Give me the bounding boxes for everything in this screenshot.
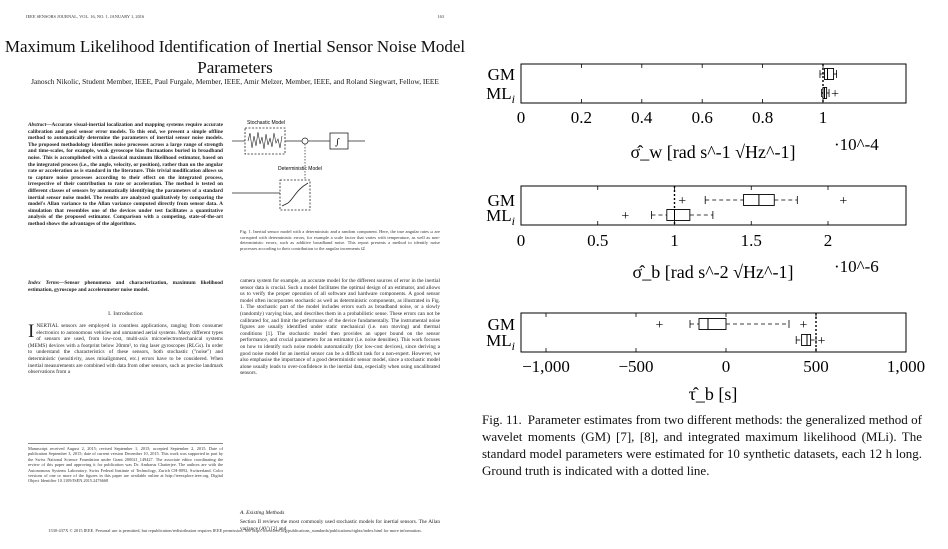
fig11-caption-text: Parameter estimates from two different m… bbox=[482, 412, 922, 478]
abstract-text: —Accurate visual-inertial localization a… bbox=[28, 122, 223, 227]
fig11-caption: Fig. 11. Parameter estimates from two dif… bbox=[482, 411, 922, 479]
x-tick-label: 0 bbox=[722, 357, 731, 376]
fig1-caption: Fig. 1. Inertial sensor model with a det… bbox=[240, 229, 440, 251]
running-head-text: IEEE SENSORS JOURNAL, VOL. 16, NO. 1, JA… bbox=[26, 14, 145, 19]
x-tick-label: 500 bbox=[803, 357, 829, 376]
x-tick-label: 1,000 bbox=[887, 357, 925, 376]
copyright-note: 1530-437X © 2015 IEEE. Personal use is p… bbox=[48, 528, 422, 533]
plot-frame-1 bbox=[520, 185, 907, 226]
fig1-stochastic-label: Stochastic Model bbox=[247, 120, 285, 126]
outlier-marker: + bbox=[831, 87, 839, 102]
x-tick-label: 0.4 bbox=[631, 108, 653, 127]
running-head: IEEE SENSORS JOURNAL, VOL. 16, NO. 1, JA… bbox=[26, 14, 470, 24]
deterministic-model-box bbox=[279, 179, 311, 211]
x-tick-label: 2 bbox=[824, 231, 833, 250]
abstract-label: Abstract bbox=[28, 122, 47, 128]
section-heading: I. Introduction bbox=[108, 311, 143, 317]
axis-exponent: ·10^-6 bbox=[834, 257, 879, 276]
paper-authors: Janosch Nikolic, Student Member, IEEE, P… bbox=[31, 77, 439, 86]
intro-text: NERTIAL sensors are employed in countles… bbox=[28, 323, 223, 376]
x-tick-label: 1.5 bbox=[741, 231, 762, 250]
outlier-marker: + bbox=[799, 318, 807, 333]
plot-frame-2 bbox=[520, 312, 907, 353]
footnote: Manuscript received August 2, 2015; revi… bbox=[28, 443, 223, 484]
right-column-text: camera system for example, an accurate m… bbox=[240, 278, 440, 377]
fig11-caption-label: Fig. 11. bbox=[482, 412, 522, 427]
outlier-marker: + bbox=[839, 194, 847, 209]
box-ML_i bbox=[666, 209, 691, 221]
subsection-heading: A. Existing Methods bbox=[240, 510, 285, 516]
paper-page: IEEE SENSORS JOURNAL, VOL. 16, NO. 1, JA… bbox=[0, 0, 470, 549]
intro-paragraph: I NERTIAL sensors are employed in countle… bbox=[28, 321, 223, 376]
category-label: MLi bbox=[486, 84, 515, 106]
category-label: MLi bbox=[486, 331, 515, 353]
fig1-diagram: Stochastic Model ∫ Deterministic Model bbox=[232, 120, 365, 211]
x-axis-label: σ̂_w [rad s^-1 √Hz^-1] bbox=[631, 142, 796, 162]
x-tick-label: −500 bbox=[618, 357, 653, 376]
category-label: MLi bbox=[486, 206, 515, 228]
category-label: GM bbox=[488, 315, 515, 334]
right-column-text-2: Section II reviews the most commonly use… bbox=[240, 519, 440, 532]
x-tick-label: 0 bbox=[517, 108, 526, 127]
outlier-marker: + bbox=[817, 334, 825, 349]
integral-symbol: ∫ bbox=[335, 138, 340, 148]
box-GM bbox=[824, 68, 835, 80]
page-number: 163 bbox=[437, 14, 444, 19]
axis-exponent: ·10^-4 bbox=[834, 135, 879, 154]
abstract: Abstract—Accurate visual-inertial locali… bbox=[28, 122, 223, 228]
x-tick-label: 0.8 bbox=[752, 108, 773, 127]
x-tick-label: 0.2 bbox=[571, 108, 592, 127]
box-ML_i bbox=[801, 334, 812, 346]
x-tick-label: 1 bbox=[670, 231, 679, 250]
x-axis-label: σ̂_b [rad s^-2 √Hz^-1] bbox=[633, 262, 794, 282]
paper-title: Maximum Likelihood Identification of Ine… bbox=[4, 37, 466, 77]
category-label: GM bbox=[488, 65, 515, 84]
drop-cap: I bbox=[28, 321, 35, 342]
index-terms-text: —Sensor phenomena and characterization, … bbox=[28, 280, 223, 293]
outlier-marker: + bbox=[621, 209, 629, 224]
fig1-deterministic-label: Deterministic Model bbox=[278, 166, 322, 172]
outlier-marker: + bbox=[678, 194, 686, 209]
x-tick-label: 0.5 bbox=[587, 231, 608, 250]
index-terms: Index Terms—Sensor phenomena and charact… bbox=[28, 280, 223, 293]
noise-waveform bbox=[247, 131, 283, 150]
outlier-marker: + bbox=[655, 318, 663, 333]
plot-frame-0 bbox=[520, 63, 907, 104]
x-tick-label: 0 bbox=[517, 231, 526, 250]
x-tick-label: 0.6 bbox=[692, 108, 713, 127]
x-tick-label: −1,000 bbox=[522, 357, 570, 376]
box-GM bbox=[698, 318, 727, 330]
scale-factor-curve bbox=[281, 182, 309, 207]
x-axis-label: τ̂_b [s] bbox=[689, 384, 738, 404]
x-tick-label: 1 bbox=[819, 108, 828, 127]
category-label: GM bbox=[488, 191, 515, 210]
index-terms-label: Index Terms bbox=[28, 280, 60, 286]
